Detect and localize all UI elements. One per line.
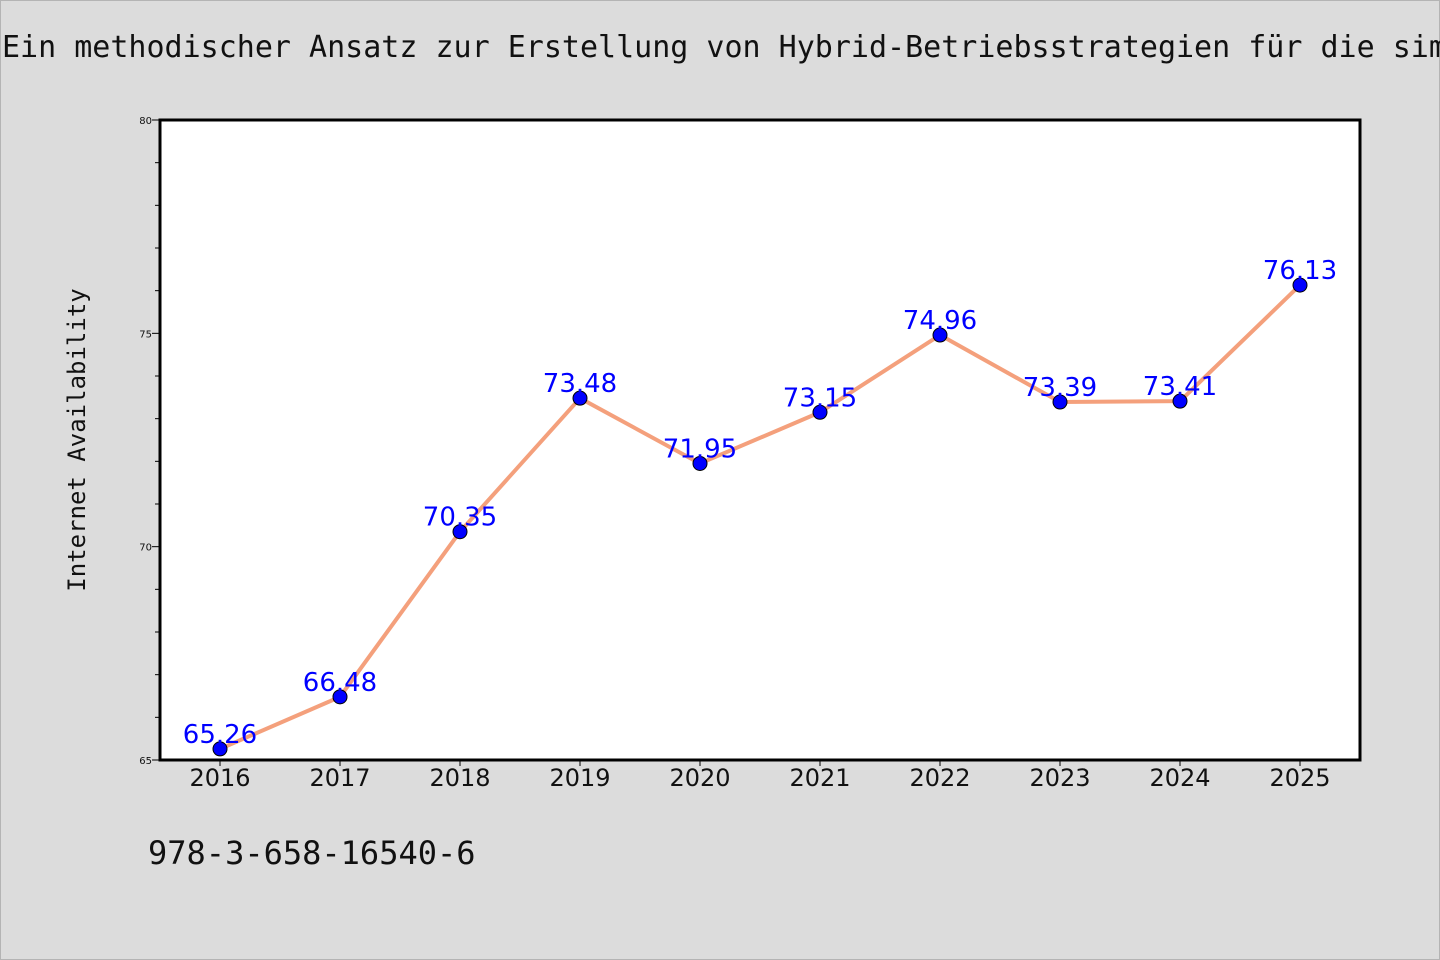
x-tick-label: 2023 — [1029, 764, 1090, 792]
x-tick-label: 2019 — [549, 764, 610, 792]
data-point — [332, 689, 348, 705]
data-label: 76.13 — [1263, 256, 1337, 286]
data-label: 73.39 — [1023, 373, 1097, 403]
data-label: 70.35 — [423, 503, 497, 533]
data-point — [212, 741, 228, 757]
x-tick-label: 2020 — [669, 764, 730, 792]
x-axis: 2016 2017 2018 2019 2020 2021 2022 2023 2024 2025 — [189, 760, 1331, 792]
data-label: 65.26 — [183, 720, 257, 750]
data-label: 71.95 — [663, 434, 737, 464]
y-axis: 65 70 75 80 — [139, 116, 160, 767]
data-label: 66.48 — [303, 668, 377, 698]
data-point — [1052, 394, 1068, 410]
data-label: 73.48 — [543, 369, 617, 399]
data-point — [1292, 277, 1308, 293]
y-tick-label: 75 — [139, 329, 152, 340]
x-tick-label: 2024 — [1149, 764, 1210, 792]
series-line — [218, 283, 1302, 751]
x-tick-label: 2018 — [429, 764, 490, 792]
data-label: 74.96 — [903, 306, 977, 336]
y-axis-label: Internet Availability — [63, 288, 91, 591]
footer-code: 978-3-658-16540-6 — [148, 834, 476, 872]
data-point — [1172, 393, 1188, 409]
data-point — [692, 455, 708, 471]
data-label: 73.41 — [1143, 372, 1217, 402]
y-tick-label: 70 — [139, 543, 152, 554]
y-tick-label: 80 — [139, 116, 152, 127]
data-point — [452, 524, 468, 540]
y-tick-label: 65 — [139, 756, 152, 767]
x-tick-label: 2021 — [789, 764, 850, 792]
series-group: 65.26 66.48 70.35 73.48 71.95 73.15 74.96 73.39… — [183, 256, 1337, 757]
x-tick-label: 2022 — [909, 764, 970, 792]
data-point — [932, 327, 948, 343]
x-tick-label: 2016 — [189, 764, 250, 792]
data-point — [812, 404, 828, 420]
x-tick-label: 2025 — [1269, 764, 1330, 792]
x-tick-label: 2017 — [309, 764, 370, 792]
data-label: 73.15 — [783, 383, 857, 413]
chart-title: Ein methodischer Ansatz zur Erstellung v… — [2, 30, 1440, 65]
data-point — [572, 390, 588, 406]
